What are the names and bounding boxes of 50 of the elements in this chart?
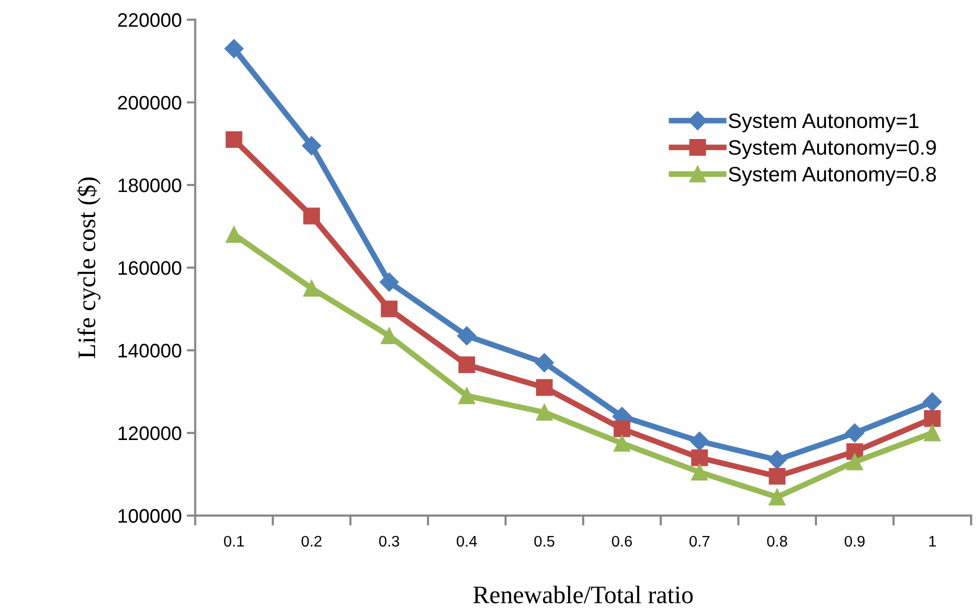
legend-label: System Autonomy=0.9 [728,140,936,159]
y-tick-label: 220000 [118,13,182,27]
y-tick-label: 200000 [118,96,182,110]
y-tick-label: 140000 [118,344,182,358]
point [457,326,476,346]
point [226,131,242,148]
x-tick-label: 0.7 [690,536,710,547]
x-axis-title: Renewable/Total ratio [473,586,693,604]
x-tick-label: 0.8 [767,536,788,547]
point [768,488,786,506]
point [380,300,398,318]
point [380,328,398,344]
x-tick-label: 0.1 [224,536,244,547]
x-tick-label: 0.2 [302,536,322,547]
point [691,449,708,466]
y-tick-label: 100000 [118,509,182,523]
point [845,423,864,442]
x-tick-label: 0.6 [612,536,632,547]
point [224,39,244,58]
point [458,387,476,404]
y-tick-label: 120000 [118,426,182,440]
point [614,420,630,438]
point [691,464,708,481]
point [768,468,786,485]
point [536,404,553,421]
y-tick-label: 160000 [118,261,182,275]
legend-label: System Autonomy=0.8 [728,166,936,186]
point [302,136,322,156]
x-tick-label: 0.3 [379,536,400,547]
point [690,432,710,451]
point [458,356,476,374]
x-tick-label: 0.4 [456,536,477,547]
point [534,353,554,372]
point [924,424,941,442]
point [303,208,320,224]
legend-label: System Autonomy=1 [728,113,918,132]
point [768,450,787,470]
y-axis-title: Life cycle cost ($) [76,177,100,358]
y-tick-label: 180000 [118,178,182,192]
x-tick-label: 1 [929,536,936,546]
point [536,379,553,396]
point [846,454,864,470]
point [226,226,242,243]
point [303,280,320,297]
point [924,410,941,427]
x-tick-label: 0.9 [844,536,865,547]
point [922,392,942,412]
point [380,272,399,292]
point [614,434,630,452]
x-tick-label: 0.5 [534,536,554,547]
